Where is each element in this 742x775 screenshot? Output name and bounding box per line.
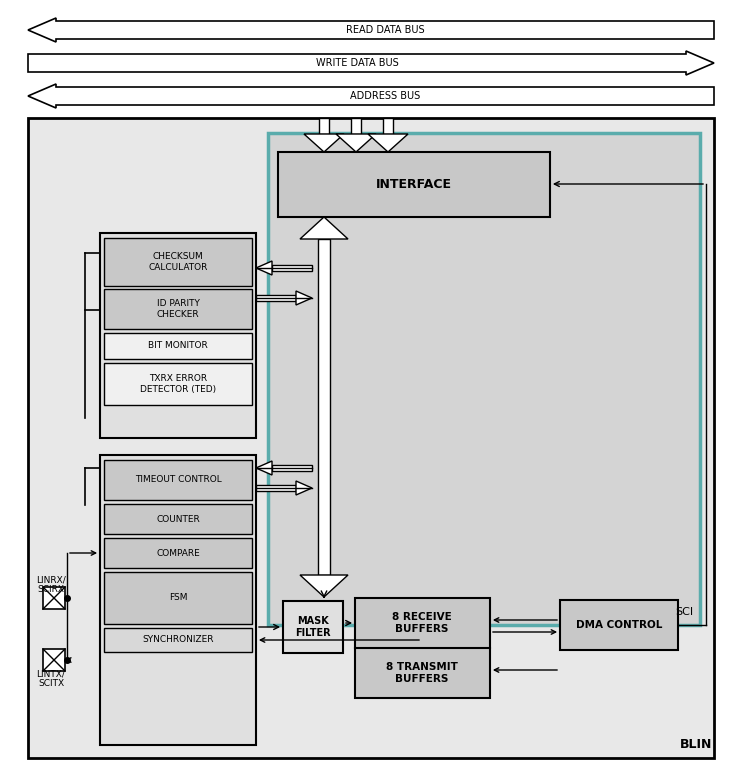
Text: READ DATA BUS: READ DATA BUS [346, 25, 424, 35]
Bar [104, 333, 252, 359]
Polygon shape [336, 134, 376, 152]
Text: INTERFACE: INTERFACE [376, 177, 452, 191]
Text: TIMEOUT CONTROL: TIMEOUT CONTROL [134, 476, 221, 484]
Polygon shape [296, 291, 312, 305]
Text: BIT MONITOR: BIT MONITOR [148, 342, 208, 350]
Bar [104, 289, 252, 329]
Text: MASK
FILTER: MASK FILTER [295, 616, 331, 638]
Bar [104, 238, 252, 286]
Polygon shape [28, 51, 714, 75]
Polygon shape [296, 481, 312, 495]
Bar [318, 239, 330, 575]
Bar [383, 118, 393, 134]
Bar [104, 628, 252, 652]
Bar [355, 598, 490, 698]
Polygon shape [304, 134, 344, 152]
Bar [43, 649, 65, 671]
Polygon shape [368, 134, 408, 152]
Bar [104, 460, 252, 500]
Polygon shape [28, 18, 714, 42]
Text: SCIRX: SCIRX [38, 584, 65, 594]
Text: 8 TRANSMIT
BUFFERS: 8 TRANSMIT BUFFERS [386, 662, 458, 684]
Polygon shape [256, 461, 272, 475]
Bar [104, 363, 252, 405]
Text: TXRX ERROR
DETECTOR (TED): TXRX ERROR DETECTOR (TED) [140, 374, 216, 394]
Text: 8 RECEIVE
BUFFERS: 8 RECEIVE BUFFERS [392, 612, 452, 634]
Text: ADDRESS BUS: ADDRESS BUS [350, 91, 420, 101]
Bar [256, 485, 296, 491]
Polygon shape [28, 84, 714, 108]
Text: ID PARITY
CHECKER: ID PARITY CHECKER [157, 299, 200, 319]
Bar [256, 295, 296, 301]
Bar [104, 504, 252, 534]
Text: FSM: FSM [168, 594, 187, 602]
Bar [283, 601, 343, 653]
Bar [272, 465, 312, 471]
Text: SCI: SCI [675, 607, 693, 617]
Bar [28, 118, 714, 758]
Text: LINTX/: LINTX/ [36, 670, 65, 678]
Bar [104, 538, 252, 568]
Text: DMA CONTROL: DMA CONTROL [576, 620, 662, 630]
Text: CHECKSUM
CALCULATOR: CHECKSUM CALCULATOR [148, 253, 208, 272]
Text: LINRX/: LINRX/ [36, 576, 66, 584]
Text: SYNCHRONIZER: SYNCHRONIZER [142, 636, 214, 645]
Bar [278, 152, 550, 217]
Text: BLIN: BLIN [680, 739, 712, 752]
Bar [268, 133, 700, 625]
Bar [100, 233, 256, 438]
Text: SCITX: SCITX [38, 678, 64, 687]
Polygon shape [300, 217, 348, 239]
Text: COUNTER: COUNTER [156, 515, 200, 523]
Bar [272, 265, 312, 271]
Bar [104, 572, 252, 624]
Bar [351, 118, 361, 134]
Text: COMPARE: COMPARE [156, 549, 200, 557]
Bar [100, 455, 256, 745]
Polygon shape [256, 261, 272, 275]
Bar [319, 118, 329, 134]
Bar [43, 587, 65, 609]
Bar [560, 600, 678, 650]
Text: WRITE DATA BUS: WRITE DATA BUS [315, 58, 398, 68]
Polygon shape [300, 575, 348, 597]
